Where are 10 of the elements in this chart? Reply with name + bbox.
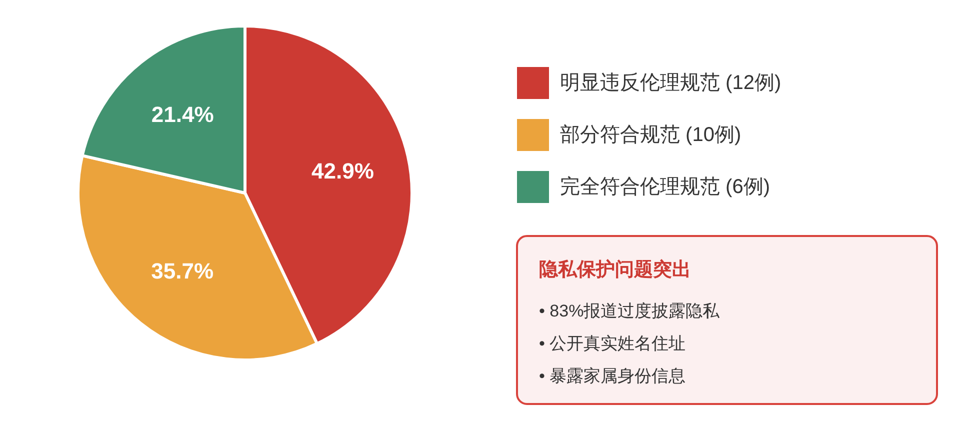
text: • 83%报道过度披露隐私 xyxy=(539,302,721,320)
text: • 暴露家属身份信息 xyxy=(539,366,686,386)
data-label: 42.9% xyxy=(312,158,374,184)
legend-label: 部分符合规范 (10例) xyxy=(560,124,742,146)
data-label: 35.7% xyxy=(151,258,214,284)
legend-label: 明显违反伦理规范 (12例) xyxy=(560,72,782,94)
data-label: 21.4% xyxy=(151,102,214,128)
legend-label: 完全符合伦理规范 (6例) xyxy=(560,175,770,198)
text: • 公开真实姓名住址 xyxy=(539,334,686,353)
text: 隐私保护问题突出 xyxy=(539,258,691,280)
